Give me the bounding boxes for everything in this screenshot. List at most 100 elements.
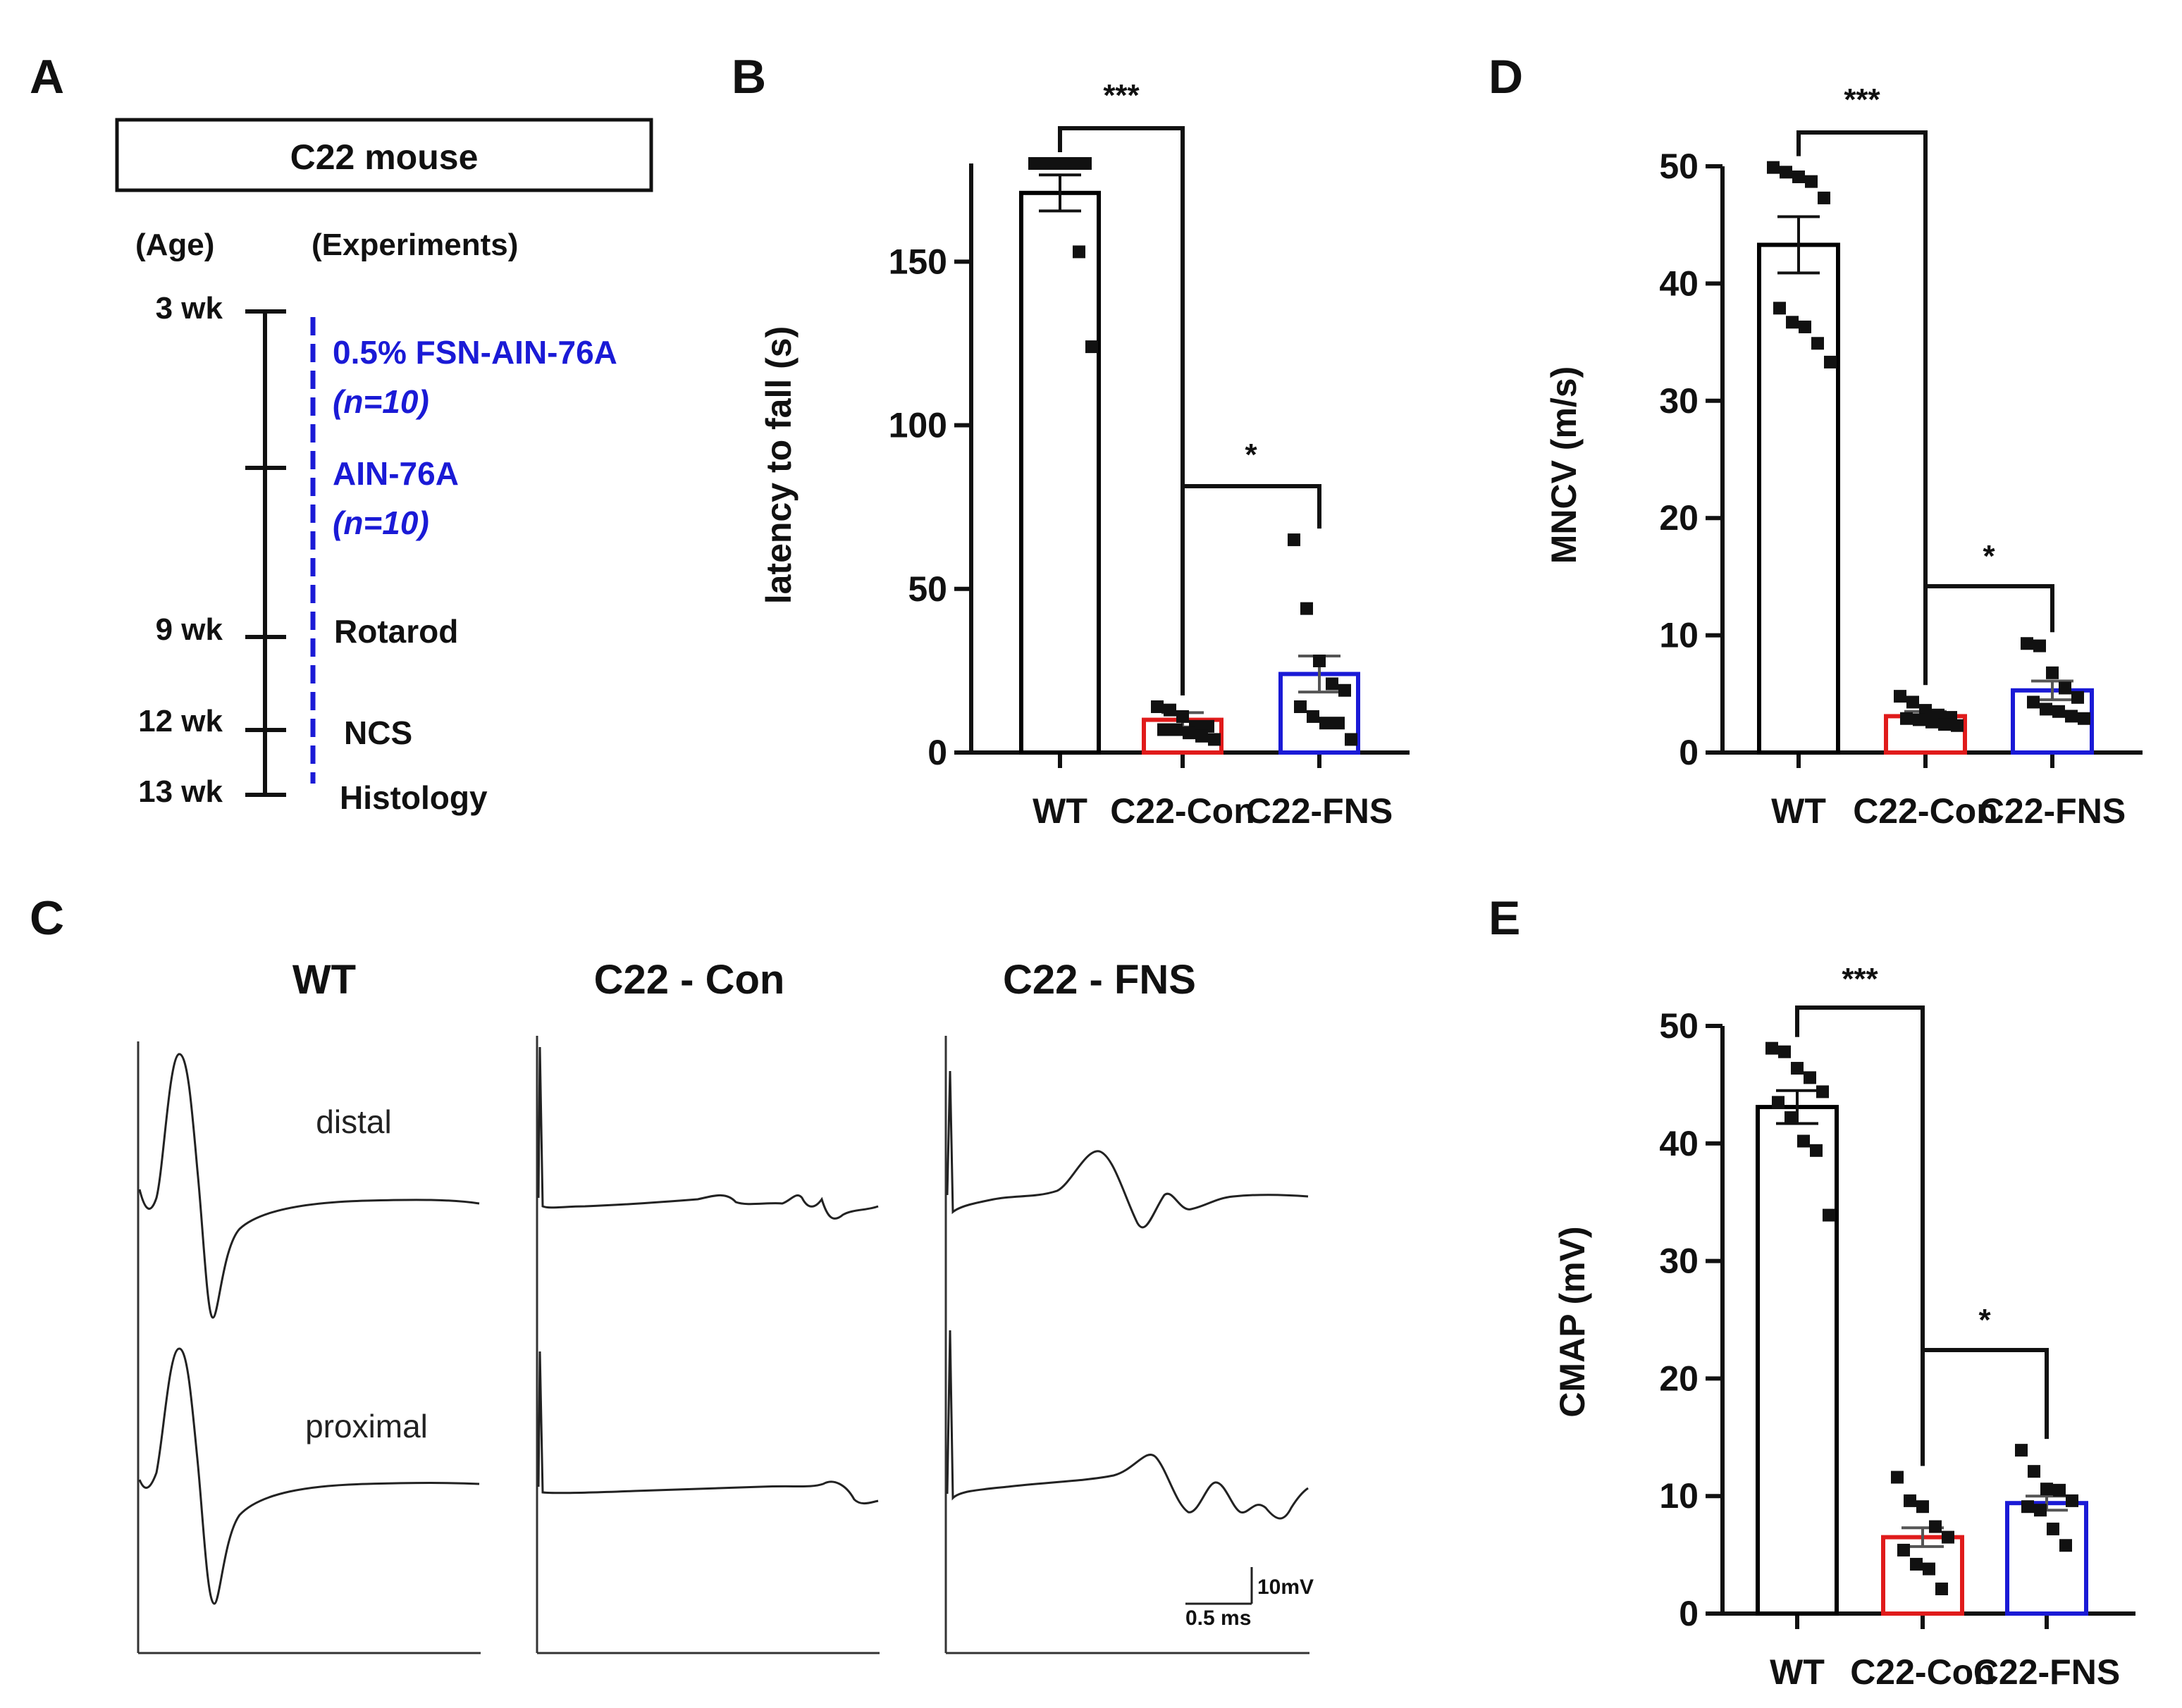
age-tick-label: 13 wk: [138, 774, 223, 809]
y-tick-label: 50: [1659, 147, 1699, 186]
data-point: [2046, 666, 2059, 679]
data-point: [1804, 1071, 1816, 1084]
data-point: [2059, 681, 2071, 695]
data-point: [1765, 1041, 1778, 1055]
trace-title-con: C22 - Con: [594, 957, 785, 1003]
data-point: [1767, 161, 1780, 174]
trace-wt-proximal: [138, 1347, 480, 1605]
x-tick-label: C22-FNS: [1979, 791, 2126, 831]
trace-wt-distal: [138, 1053, 480, 1319]
data-point: [1176, 710, 1189, 723]
data-point: [1900, 712, 1913, 725]
age-header: (Age): [135, 228, 214, 262]
bar-c22-fns: [2005, 1501, 2088, 1616]
data-point: [1079, 157, 1092, 170]
x-tick-label: C22-Con: [1850, 1652, 1995, 1692]
distal-label: distal: [316, 1103, 391, 1140]
trace-con-proximal: [537, 1351, 879, 1505]
data-point: [1778, 1045, 1791, 1058]
diet-control-n: (n=10): [333, 505, 429, 541]
data-point: [1151, 700, 1164, 713]
data-point: [2071, 691, 2084, 704]
data-point: [2047, 1522, 2059, 1535]
scale-bar: 10mV 0.5 ms: [1185, 1567, 1314, 1630]
data-point: [1183, 726, 1195, 740]
significance-stars: *: [1983, 539, 1995, 574]
trace-fns-proximal: [946, 1330, 1309, 1520]
data-point: [1792, 170, 1805, 183]
rotarod-bar-chart: 0 50 100 150 latency to fall (s) WT C22-ConC22…: [759, 78, 1410, 831]
data-point: [1935, 1582, 1948, 1595]
data-point: [1897, 1543, 1910, 1557]
data-point: [2053, 1483, 2066, 1497]
data-point: [2052, 705, 2065, 718]
data-point: [1208, 733, 1221, 746]
trace-fns-distal: [946, 1070, 1309, 1229]
significance-stars: ***: [1842, 962, 1878, 996]
data-point: [1326, 677, 1338, 691]
data-point: [1195, 729, 1208, 743]
data-point: [1288, 533, 1300, 547]
y-tick-label: 100: [889, 406, 947, 445]
x-tick-label: C22-FNS: [1973, 1652, 2120, 1692]
y-tick-label: 30: [1659, 1242, 1699, 1281]
data-point: [1904, 1494, 1916, 1507]
data-point: [1799, 320, 1811, 333]
significance-bracket: [1796, 130, 1928, 686]
data-point: [1319, 717, 1332, 730]
data-point: [1313, 654, 1326, 667]
y-tick-label: 0: [927, 733, 947, 772]
bar-wt: [1756, 1105, 1839, 1616]
significance-bracket: [1181, 484, 1321, 695]
significance-stars: *: [1978, 1303, 1991, 1337]
y-tick-label: 30: [1659, 381, 1699, 421]
significance-bracket: [1921, 1348, 2049, 1466]
panel-label-d: D: [1488, 50, 1523, 104]
mouse-label-box: [115, 118, 653, 192]
y-axis-label: latency to fall (s): [759, 326, 799, 605]
panel-label-b: B: [732, 50, 766, 104]
significance-bracket: [1795, 1005, 1925, 1466]
data-point: [1805, 175, 1818, 188]
data-point: [1791, 1062, 1804, 1075]
significance-stars: ***: [1844, 82, 1880, 117]
significance-stars: *: [1245, 438, 1257, 472]
data-point: [1338, 683, 1351, 697]
x-tick-label: C22-Con: [1110, 791, 1255, 831]
y-tick-label: 40: [1659, 1124, 1699, 1163]
data-point: [1772, 1096, 1785, 1109]
data-point: [1925, 715, 1938, 729]
data-point: [1823, 1208, 1835, 1222]
x-tick-label: WT: [1033, 791, 1087, 831]
data-point: [1060, 157, 1073, 170]
x-tick-label: WT: [1771, 791, 1826, 831]
data-point: [1951, 719, 1964, 732]
data-point: [1164, 703, 1176, 717]
event-ncs: NCS: [344, 714, 412, 751]
data-point: [1797, 1134, 1810, 1148]
data-point: [2021, 1500, 2034, 1514]
data-point: [1916, 1500, 1929, 1514]
significance-stars: ***: [1103, 78, 1140, 113]
data-point: [2040, 703, 2052, 716]
x-tick-label: WT: [1770, 1652, 1825, 1692]
data-point: [2034, 1504, 2047, 1517]
age-tick-label: 3 wk: [156, 291, 223, 326]
trace-con-distal: [537, 1046, 879, 1220]
y-tick-label: 50: [1659, 1006, 1699, 1046]
data-point: [1300, 602, 1313, 615]
trace-title-fns: C22 - FNS: [1003, 957, 1196, 1003]
data-point: [1942, 1530, 1954, 1544]
data-point: [1894, 690, 1906, 703]
data-point: [2059, 1539, 2072, 1552]
diet-fsn-label: 0.5% FSN-AIN-76A: [333, 334, 617, 371]
data-point: [1810, 1144, 1823, 1157]
data-point: [1307, 710, 1319, 723]
data-point: [1780, 166, 1792, 179]
data-point: [1785, 1111, 1797, 1125]
y-tick-label: 0: [1679, 1594, 1699, 1633]
y-tick-label: 40: [1659, 264, 1699, 303]
y-tick-label: 10: [1659, 1476, 1699, 1516]
data-point: [1906, 695, 1919, 709]
